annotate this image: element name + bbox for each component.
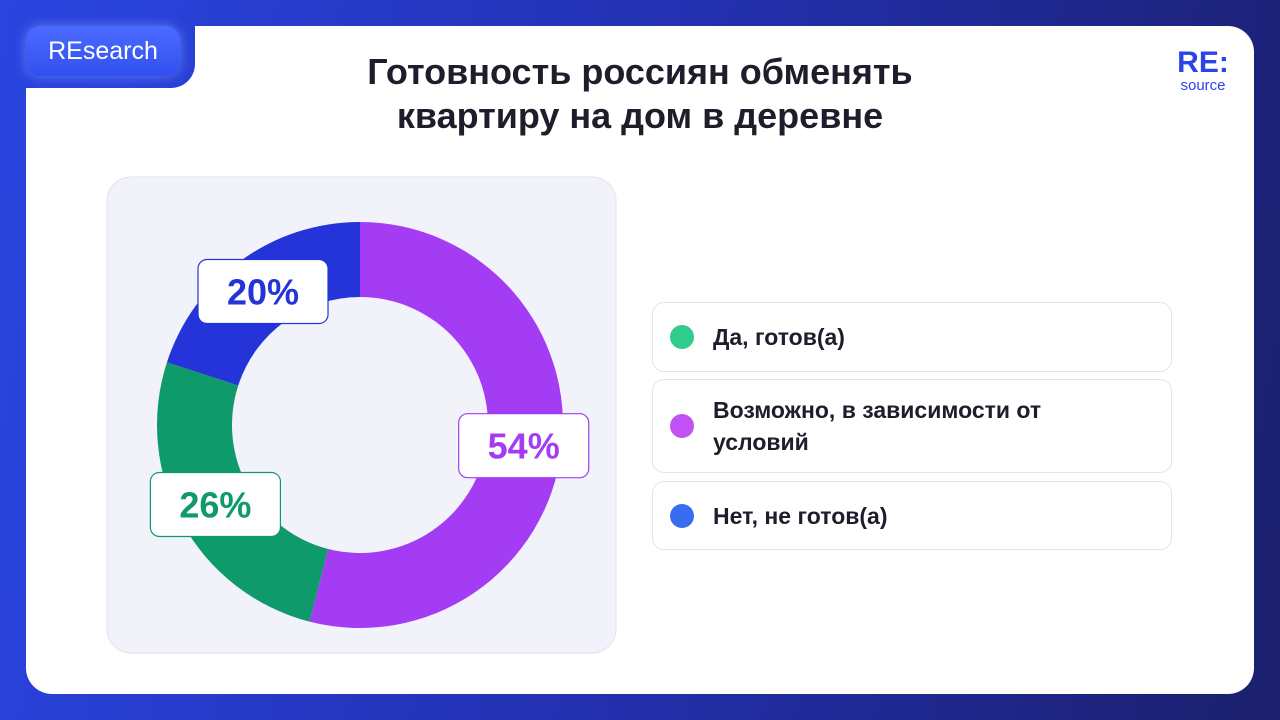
legend-item: Да, готов(а) xyxy=(652,302,1172,372)
value-label: 54% xyxy=(488,426,560,467)
legend-label: Да, готов(а) xyxy=(713,324,845,350)
legend-swatch xyxy=(670,503,694,528)
badge: REsearch xyxy=(26,26,180,76)
legend-label: Возможно, в зависимости от условий xyxy=(713,397,1042,455)
legend-swatch xyxy=(670,325,694,349)
legend-item: Возможно, в зависимости от условий xyxy=(652,379,1172,473)
legend-label: Нет, не готов(а) xyxy=(713,502,888,529)
value-label-box xyxy=(149,471,282,538)
value-label-box xyxy=(197,258,329,325)
donut-segment xyxy=(309,222,563,628)
value-label: 26% xyxy=(179,484,251,525)
logo-text: RE: xyxy=(1177,46,1229,79)
logo: RE: source xyxy=(1170,48,1236,94)
logo-subtext: source xyxy=(1180,77,1226,94)
value-label-box xyxy=(458,413,590,479)
legend-item: Нет, не готов(а) xyxy=(652,481,1172,550)
value-label: 20% xyxy=(227,272,299,313)
legend-swatch xyxy=(670,414,694,438)
value-labels: 54% 26% 20% xyxy=(149,258,590,538)
chart-title: Готовность россиян обменять квартиру на … xyxy=(367,51,913,136)
